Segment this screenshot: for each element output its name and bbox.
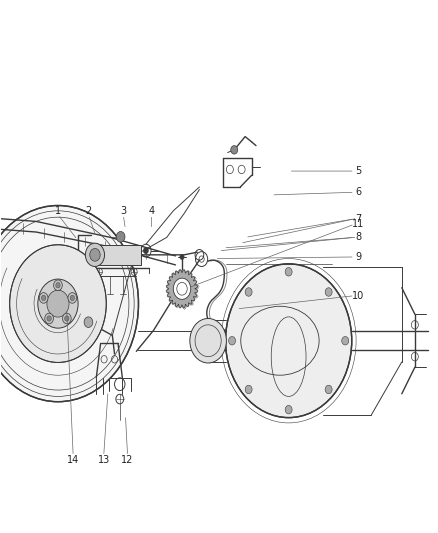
Text: 6: 6 — [355, 187, 361, 197]
Circle shape — [45, 313, 53, 324]
Text: 10: 10 — [352, 290, 364, 301]
Circle shape — [47, 290, 69, 317]
Circle shape — [231, 146, 238, 154]
Circle shape — [90, 248, 100, 261]
Circle shape — [226, 264, 352, 418]
Circle shape — [325, 385, 332, 394]
FancyBboxPatch shape — [97, 245, 141, 265]
Text: 9: 9 — [355, 252, 361, 262]
Circle shape — [0, 206, 138, 402]
Circle shape — [245, 288, 252, 296]
Circle shape — [47, 316, 51, 321]
Text: 11: 11 — [352, 219, 364, 229]
Text: 7: 7 — [355, 214, 361, 224]
Text: 2: 2 — [85, 206, 92, 216]
Circle shape — [285, 406, 292, 414]
Circle shape — [116, 231, 125, 242]
Circle shape — [70, 295, 74, 301]
Circle shape — [84, 317, 93, 327]
Text: 8: 8 — [355, 232, 361, 243]
Circle shape — [190, 318, 226, 363]
Text: 1: 1 — [55, 206, 61, 216]
Polygon shape — [166, 270, 198, 308]
Circle shape — [180, 254, 184, 260]
Circle shape — [229, 336, 236, 345]
Circle shape — [68, 293, 77, 303]
Circle shape — [38, 279, 78, 328]
Circle shape — [53, 280, 62, 290]
Circle shape — [10, 245, 106, 362]
Text: 14: 14 — [67, 455, 79, 465]
Circle shape — [325, 288, 332, 296]
Circle shape — [65, 316, 69, 321]
Circle shape — [285, 268, 292, 276]
Circle shape — [56, 282, 60, 288]
Circle shape — [173, 278, 191, 300]
Circle shape — [143, 247, 148, 254]
Circle shape — [39, 293, 48, 303]
Circle shape — [85, 243, 105, 266]
Text: 3: 3 — [120, 206, 126, 216]
Circle shape — [42, 295, 46, 301]
Text: 13: 13 — [98, 455, 110, 465]
Text: 4: 4 — [148, 206, 155, 216]
Circle shape — [63, 313, 71, 324]
Text: 5: 5 — [355, 166, 361, 176]
Text: 12: 12 — [121, 455, 134, 465]
Circle shape — [245, 385, 252, 394]
Circle shape — [342, 336, 349, 345]
